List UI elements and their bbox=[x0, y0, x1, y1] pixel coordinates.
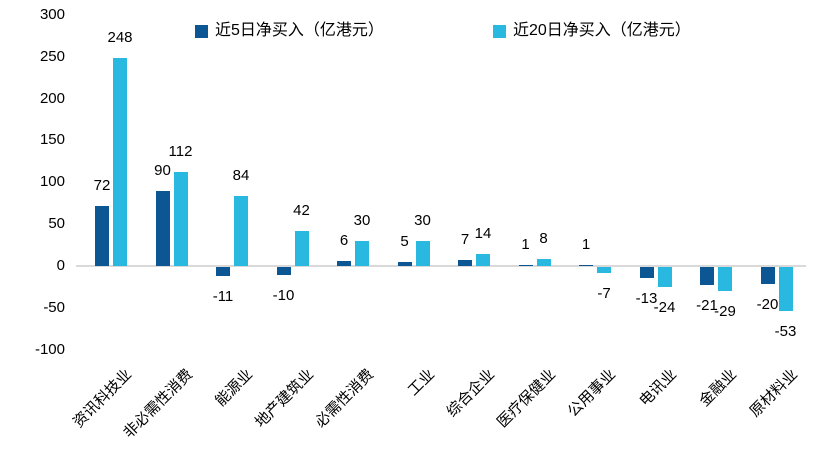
bar-value-label: 112 bbox=[168, 143, 193, 161]
bar-5day bbox=[579, 265, 593, 266]
bar-20day bbox=[234, 195, 248, 266]
bar-value-label: 1 bbox=[581, 236, 591, 253]
bar-value-label: 42 bbox=[293, 201, 310, 219]
legend-item-20day: 近20日净买入（亿港元） bbox=[493, 21, 691, 41]
bar-value-label: -21 bbox=[696, 296, 718, 314]
bar-value-label: 6 bbox=[339, 231, 349, 249]
bar-value-label: -13 bbox=[635, 289, 658, 307]
bar-5day bbox=[458, 260, 472, 266]
legend-swatch-20day-icon bbox=[493, 24, 506, 38]
y-axis-tick-label: 100 bbox=[39, 173, 65, 191]
bar-20day bbox=[113, 58, 127, 266]
bar-value-label: -20 bbox=[756, 295, 779, 313]
bar-value-label: 72 bbox=[93, 176, 111, 194]
bar-5day bbox=[95, 205, 109, 266]
bar-value-label: 1 bbox=[521, 236, 530, 253]
legend-swatch-5day-icon bbox=[195, 24, 208, 38]
y-axis-tick-label: -100 bbox=[34, 340, 65, 358]
bar-value-label: 7 bbox=[460, 231, 470, 249]
bar-20day bbox=[173, 172, 188, 266]
y-axis-tick-label: 200 bbox=[39, 89, 65, 107]
bar-value-label: 8 bbox=[539, 230, 548, 248]
bar-20day bbox=[536, 259, 551, 266]
bar-value-label: 5 bbox=[400, 232, 409, 250]
bar-20day bbox=[415, 240, 430, 266]
legend-label-5day: 近5日净买入（亿港元） bbox=[215, 22, 384, 39]
y-axis-tick-label: 250 bbox=[39, 47, 65, 65]
y-axis-tick-label: -50 bbox=[43, 298, 65, 316]
bar-20day bbox=[355, 240, 369, 266]
bar-value-label: 30 bbox=[353, 211, 371, 229]
bar-5day bbox=[337, 260, 351, 266]
bar-5day bbox=[216, 267, 230, 277]
y-axis-tick-label: 0 bbox=[56, 257, 65, 274]
bar-20day bbox=[294, 230, 309, 266]
bar-value-label: 14 bbox=[474, 225, 492, 243]
y-axis-tick-label: 50 bbox=[48, 215, 65, 233]
legend-label-20day: 近20日净买入（亿港元） bbox=[513, 22, 691, 39]
bar-value-label: 84 bbox=[232, 166, 250, 184]
y-axis-tick-label: 300 bbox=[39, 5, 65, 23]
bar-5day bbox=[397, 261, 412, 266]
bar-value-label: 90 bbox=[154, 161, 171, 179]
y-axis-tick-label: 150 bbox=[39, 131, 65, 149]
bar-20day bbox=[476, 254, 490, 266]
bar-5day bbox=[276, 267, 291, 276]
bar-5day bbox=[518, 265, 533, 266]
bar-value-label: -10 bbox=[272, 287, 295, 305]
bar-20day bbox=[597, 267, 611, 273]
zero-axis-line bbox=[76, 265, 806, 267]
bar-5day bbox=[155, 190, 170, 266]
bar-value-label: -29 bbox=[714, 303, 736, 321]
bar-value-label: -24 bbox=[653, 299, 676, 317]
bar-value-label: -11 bbox=[212, 288, 234, 306]
legend-item-5day: 近5日净买入（亿港元） bbox=[195, 21, 384, 41]
bar-value-label: 30 bbox=[414, 211, 431, 229]
bar-value-label: -53 bbox=[774, 323, 797, 341]
bar-5day bbox=[639, 267, 654, 278]
bar-20day bbox=[718, 267, 732, 292]
bar-value-label: 248 bbox=[107, 29, 133, 47]
bar-20day bbox=[778, 267, 793, 312]
bar-5day bbox=[700, 267, 714, 285]
bar-value-label: -7 bbox=[597, 284, 611, 302]
bar-5day bbox=[760, 267, 775, 284]
bar-20day bbox=[657, 267, 672, 288]
